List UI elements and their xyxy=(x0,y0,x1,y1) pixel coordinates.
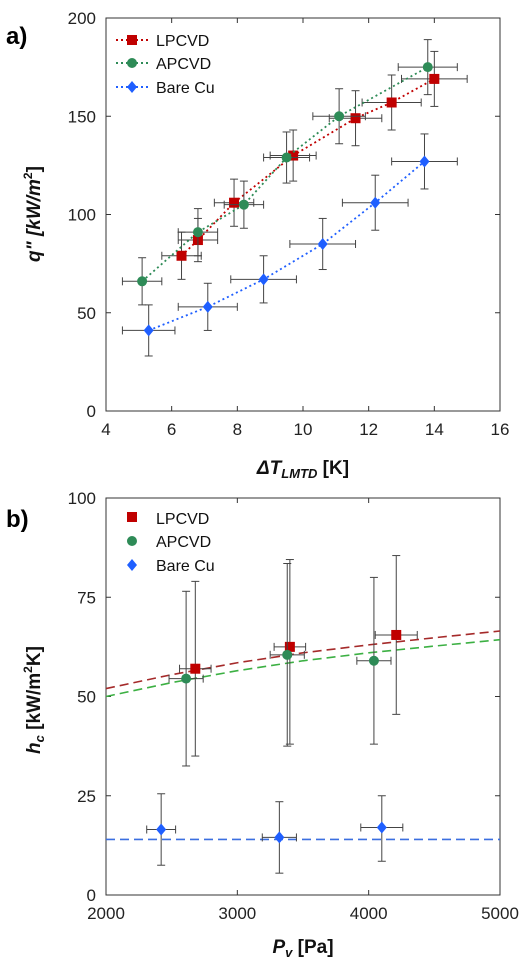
x-tick-label: 2000 xyxy=(87,904,125,923)
data-point-lpcvd xyxy=(429,73,440,84)
y-tick-label: 150 xyxy=(68,107,96,126)
x-tick-label: 5000 xyxy=(481,904,519,923)
legend-a-lpcvd-marker xyxy=(127,35,137,45)
data-point-bare-cu xyxy=(156,823,167,836)
panel-a-ticks: 4 6 8 10 12 14 16 0 50 100 150 200 xyxy=(68,9,510,439)
panel-a-plot-frame xyxy=(105,17,501,412)
panel-b-ticks: 2000 3000 4000 5000 0 25 50 75 100 xyxy=(68,489,519,923)
legend-b-apcvd-label: APCVD xyxy=(156,534,211,551)
y-tick-label: 75 xyxy=(77,588,96,607)
data-point-lpcvd xyxy=(284,641,295,652)
y-tick-label: 200 xyxy=(68,9,96,28)
y-tick-label: 100 xyxy=(68,489,96,508)
data-point-apcvd xyxy=(281,152,292,163)
x-tick-label: 8 xyxy=(233,420,242,439)
legend-a-barecu-marker xyxy=(127,81,137,93)
legend-b-barecu-label: Bare Cu xyxy=(156,558,215,575)
data-point-apcvd xyxy=(137,276,148,287)
legend-a-barecu-label: Bare Cu xyxy=(156,80,215,97)
y-tick-label: 25 xyxy=(77,787,96,806)
data-point-bare-cu xyxy=(376,821,387,834)
data-point-lpcvd xyxy=(391,629,402,640)
panel-b-legend: LPCVD APCVD Bare Cu xyxy=(127,511,215,575)
data-point-apcvd xyxy=(282,649,293,660)
legend-b-lpcvd-label: LPCVD xyxy=(156,511,209,528)
data-point-bare-cu xyxy=(258,273,269,286)
data-point-lpcvd xyxy=(350,113,361,124)
data-point-apcvd xyxy=(334,111,345,122)
data-point-apcvd xyxy=(238,199,249,210)
data-point-bare-cu xyxy=(274,831,285,844)
data-point-lpcvd xyxy=(190,663,201,674)
legend-a-apcvd-marker xyxy=(127,58,137,68)
y-tick-label: 0 xyxy=(87,886,96,905)
y-tick-label: 50 xyxy=(77,304,96,323)
legend-b-apcvd-marker xyxy=(127,536,137,546)
y-tick-label: 50 xyxy=(77,688,96,707)
series-line-bare-cu xyxy=(148,160,426,332)
data-point-lpcvd xyxy=(176,250,187,261)
x-tick-label: 4000 xyxy=(350,904,388,923)
panel-b: b) 2000 3000 4000 5000 0 25 50 75 100 LPCVD APCV… xyxy=(6,489,519,960)
panel-b-fits xyxy=(105,630,501,841)
legend-b-lpcvd-marker xyxy=(127,512,137,522)
panel-a-ylabel: q" [kW/m2] xyxy=(21,166,45,262)
panel-a-legend: LPCVD APCVD Bare Cu xyxy=(116,33,215,97)
panel-a-series xyxy=(121,39,468,357)
x-tick-label: 16 xyxy=(491,420,510,439)
panel-b-xlabel: Pv [Pa] xyxy=(272,937,333,960)
data-point-lpcvd xyxy=(288,150,299,161)
panel-a: a) 4 6 8 10 12 14 16 0 50 100 150 200 LPCVD APCVD B… xyxy=(6,9,509,481)
legend-a-lpcvd-label: LPCVD xyxy=(156,33,209,50)
data-point-lpcvd xyxy=(229,197,240,208)
x-tick-label: 12 xyxy=(359,420,378,439)
legend-b-barecu-marker xyxy=(127,559,137,571)
legend-a-apcvd-label: APCVD xyxy=(156,56,211,73)
series-line-apcvd xyxy=(141,66,429,282)
x-tick-label: 6 xyxy=(167,420,176,439)
panel-b-ylabel: hc [kW/m2K] xyxy=(21,646,47,754)
y-tick-label: 100 xyxy=(68,206,96,225)
data-point-apcvd xyxy=(368,655,379,666)
panel-b-label: b) xyxy=(6,506,29,533)
y-tick-label: 0 xyxy=(87,402,96,421)
x-tick-label: 14 xyxy=(425,420,444,439)
data-point-apcvd xyxy=(181,673,192,684)
data-point-bare-cu xyxy=(419,155,430,168)
panel-a-xlabel: ΔTLMTD [K] xyxy=(256,458,349,481)
fit-line-apcvd xyxy=(105,638,501,698)
panel-b-series xyxy=(146,555,418,874)
x-tick-label: 10 xyxy=(294,420,313,439)
data-point-bare-cu xyxy=(143,324,154,337)
data-point-bare-cu xyxy=(317,237,328,250)
data-point-apcvd xyxy=(192,227,203,238)
x-tick-label: 3000 xyxy=(218,904,256,923)
data-point-apcvd xyxy=(422,62,433,73)
data-point-lpcvd xyxy=(386,97,397,108)
fit-line-lpcvd xyxy=(105,630,501,690)
data-point-bare-cu xyxy=(370,196,381,209)
x-tick-label: 4 xyxy=(101,420,110,439)
data-point-bare-cu xyxy=(202,300,213,313)
panel-a-label: a) xyxy=(6,23,27,50)
